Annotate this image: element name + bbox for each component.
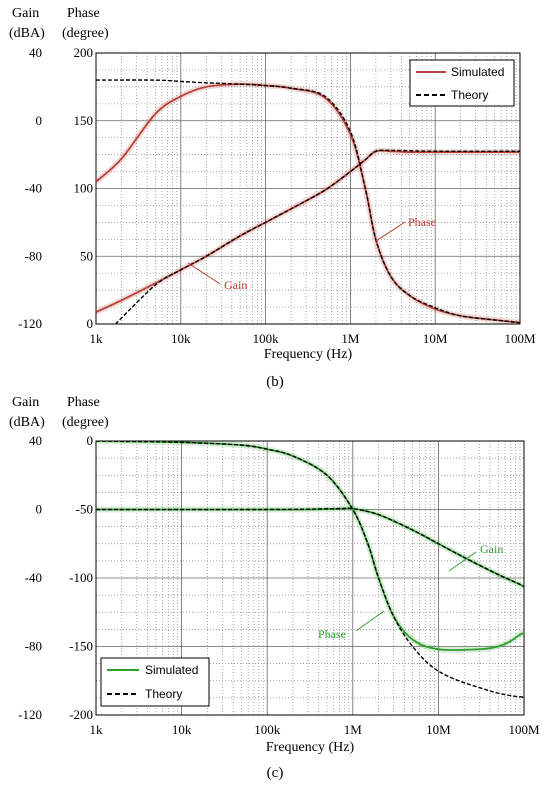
series-gain-simulated-halo xyxy=(96,147,520,315)
left-tick-label: 0 xyxy=(36,502,43,517)
legend-box xyxy=(100,657,210,707)
x-tick-label: 100M xyxy=(504,331,536,346)
x-tick-label: 10k xyxy=(172,722,192,737)
legend: Simulated Theory xyxy=(409,59,515,107)
right-axis-title-line1: Phase xyxy=(67,395,100,410)
panel-label-c: (c) xyxy=(267,765,284,781)
right-ticks: 200 150 100 50 0 xyxy=(74,45,94,331)
annotation-gain-label: Gain xyxy=(480,542,503,556)
left-tick-label: 40 xyxy=(29,45,42,60)
legend-label-theory: Theory xyxy=(451,88,488,102)
x-axis-title: Frequency (Hz) xyxy=(266,740,355,755)
annotation-gain-leader xyxy=(187,262,221,285)
annotation-gain-label: Gain xyxy=(224,278,247,292)
x-tick-label: 100k xyxy=(253,331,280,346)
left-tick-label: 0 xyxy=(36,113,43,128)
right-tick-label: -150 xyxy=(69,639,93,654)
right-tick-label: 100 xyxy=(74,181,94,196)
right-ticks: 0 -50 -100 -150 -200 xyxy=(69,433,93,722)
left-tick-label: 40 xyxy=(29,433,42,448)
right-tick-label: 50 xyxy=(80,248,93,263)
annotation-phase-label: Phase xyxy=(408,215,436,229)
left-tick-label: -40 xyxy=(25,181,42,196)
plot-frame xyxy=(95,52,521,325)
legend-label-simulated: Simulated xyxy=(451,65,504,79)
left-tick-label: -80 xyxy=(25,248,42,263)
x-tick-label: 1k xyxy=(90,722,104,737)
right-tick-label: 150 xyxy=(74,113,94,128)
curves xyxy=(96,79,520,324)
left-tick-label: -120 xyxy=(18,316,42,331)
x-tick-label: 1k xyxy=(90,331,104,346)
right-axis-title-line2: (degree) xyxy=(62,415,109,430)
series-phase-theory xyxy=(96,79,520,324)
x-ticks: 1k 10k 100k 1M 10M 100M xyxy=(90,722,540,737)
left-ticks: 40 0 -40 -80 -120 xyxy=(18,433,42,722)
annotation-phase-label: Phase xyxy=(318,627,346,641)
series-gain-simulated xyxy=(96,507,524,588)
legend-box xyxy=(409,59,515,107)
panel-label-b: (b) xyxy=(266,374,284,390)
annotation-phase: Phase xyxy=(318,610,385,641)
annotation-gain-leader xyxy=(448,551,477,572)
left-ticks: 40 0 -40 -80 -120 xyxy=(18,45,42,331)
left-tick-label: -80 xyxy=(25,639,42,654)
x-ticks: 1k 10k 100k 1M 10M 100M xyxy=(90,331,536,346)
x-tick-label: 10k xyxy=(171,331,191,346)
left-axis-title-line1: Gain xyxy=(12,6,39,21)
right-tick-label: 200 xyxy=(74,45,94,60)
series-phase-simulated xyxy=(96,83,520,324)
left-axis-title-line2: (dBA) xyxy=(9,415,45,430)
left-tick-label: -40 xyxy=(25,570,42,585)
series-gain-theory xyxy=(96,507,524,588)
x-tick-label: 10M xyxy=(426,722,451,737)
x-tick-label: 100M xyxy=(508,722,540,737)
x-tick-label: 10M xyxy=(423,331,448,346)
right-tick-label: 0 xyxy=(87,316,94,331)
annotation-gain: Gain xyxy=(187,262,247,292)
series-gain-simulated-halo xyxy=(96,505,524,590)
annotation-phase-leader xyxy=(375,221,406,242)
chart-panel-b: Gain (dBA) Phase (degree) 400-40-80-120 … xyxy=(9,6,536,390)
right-tick-label: -50 xyxy=(76,502,93,517)
right-tick-label: 0 xyxy=(87,433,94,448)
right-axis-title-line2: (degree) xyxy=(62,26,109,41)
chart-panel-c: Gain (dBA) Phase (degree) 400-40-80-120 … xyxy=(9,395,540,781)
curves xyxy=(96,441,524,698)
grid xyxy=(95,53,521,324)
series-phase-simulated-halo xyxy=(96,81,520,324)
x-axis-title: Frequency (Hz) xyxy=(264,347,353,362)
plot-frame xyxy=(95,440,525,716)
legend-label-theory: Theory xyxy=(145,687,182,701)
left-axis-title-line2: (dBA) xyxy=(9,26,45,41)
right-axis-title-line1: Phase xyxy=(67,6,100,21)
legend-label-simulated: Simulated xyxy=(145,663,198,677)
right-tick-label: -200 xyxy=(69,707,93,722)
right-tick-label: -100 xyxy=(69,570,93,585)
left-axis-title-line1: Gain xyxy=(12,395,39,410)
annotation-phase-leader xyxy=(355,610,385,632)
series-phase-theory xyxy=(96,441,524,698)
annotation-gain: Gain xyxy=(448,542,503,572)
x-tick-label: 100k xyxy=(254,722,281,737)
legend: Simulated Theory xyxy=(100,657,210,707)
x-tick-label: 1M xyxy=(344,722,363,737)
series-gain-theory xyxy=(115,149,520,324)
x-tick-label: 1M xyxy=(341,331,360,346)
left-tick-label: -120 xyxy=(18,707,42,722)
series-gain-simulated xyxy=(96,149,520,313)
annotation-phase: Phase xyxy=(375,215,436,242)
